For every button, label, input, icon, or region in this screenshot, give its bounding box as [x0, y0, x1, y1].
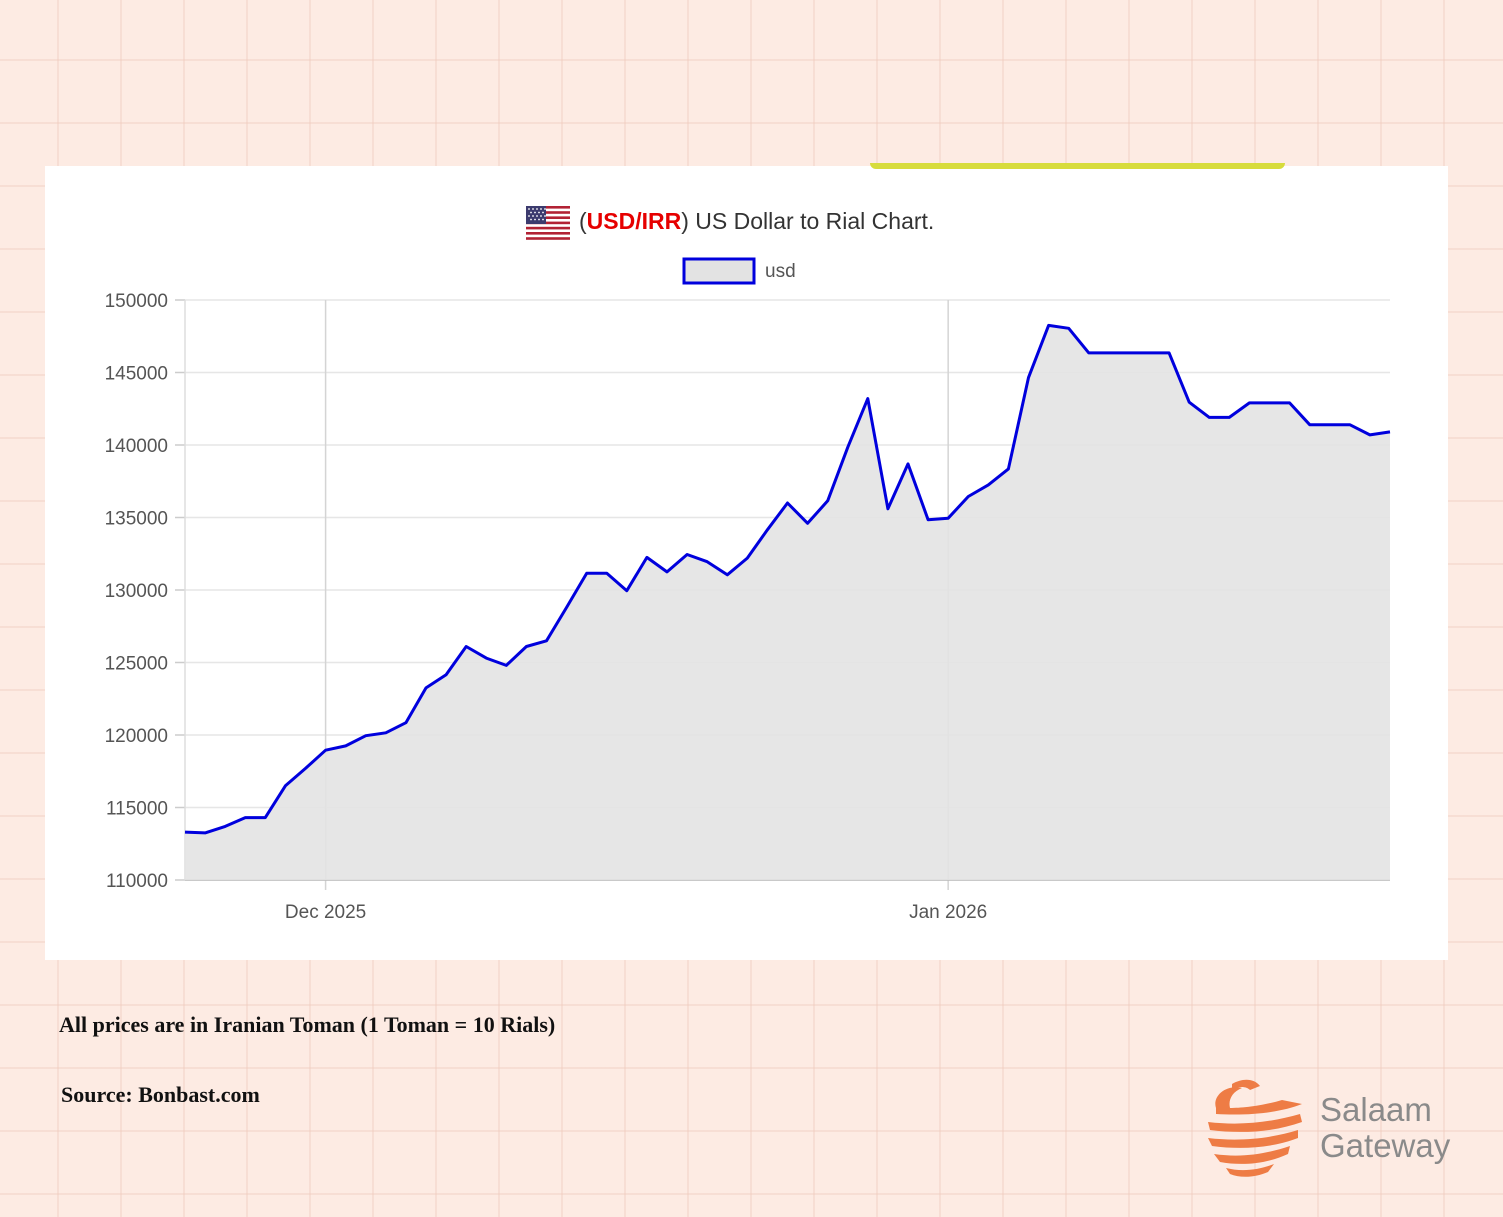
- y-tick-label: 125000: [105, 654, 168, 675]
- usd-data-point[interactable]: [584, 570, 590, 576]
- usd-data-point[interactable]: [1267, 400, 1273, 406]
- usd-data-point[interactable]: [1066, 325, 1072, 331]
- usd-data-point[interactable]: [182, 829, 188, 835]
- y-tick-label: 135000: [105, 509, 168, 530]
- source-note: Source: Bonbast.com: [61, 1082, 260, 1107]
- y-tick-label: 145000: [105, 364, 168, 385]
- usd-data-point[interactable]: [1106, 350, 1112, 356]
- usd-data-point[interactable]: [805, 520, 811, 526]
- usd-data-point[interactable]: [684, 551, 690, 557]
- usd-data-point[interactable]: [1186, 399, 1192, 405]
- usd-data-point[interactable]: [503, 662, 509, 668]
- usd-data-point[interactable]: [1126, 350, 1132, 356]
- y-tick-label: 115000: [106, 799, 168, 820]
- usd-data-point[interactable]: [624, 588, 630, 594]
- usd-data-point[interactable]: [443, 672, 449, 678]
- usd-data-point[interactable]: [262, 815, 268, 821]
- usd-data-point[interactable]: [1246, 400, 1252, 406]
- usd-data-point[interactable]: [744, 555, 750, 561]
- usd-data-point[interactable]: [945, 515, 951, 521]
- usd-data-point[interactable]: [523, 644, 529, 650]
- usd-data-point[interactable]: [383, 730, 389, 736]
- usd-data-point[interactable]: [1327, 422, 1333, 428]
- usd-data-point[interactable]: [1307, 422, 1313, 428]
- usd-data-point[interactable]: [202, 830, 208, 836]
- usd-data-point[interactable]: [724, 572, 730, 578]
- usd-data-point[interactable]: [825, 498, 831, 504]
- usd-data-point[interactable]: [1046, 322, 1052, 328]
- top-accent-bar: [870, 163, 1285, 169]
- us-flag-icon: [526, 206, 570, 240]
- usd-data-point[interactable]: [564, 604, 570, 610]
- usd-data-point[interactable]: [704, 559, 710, 565]
- brand-name-line2: Gateway: [1320, 1127, 1451, 1164]
- currency-note: All prices are in Iranian Toman (1 Toman…: [59, 1012, 556, 1037]
- usd-data-point[interactable]: [343, 743, 349, 749]
- usd-data-point[interactable]: [1166, 350, 1172, 356]
- plot-area: [182, 322, 1393, 880]
- usd-data-point[interactable]: [664, 569, 670, 575]
- usd-data-point[interactable]: [222, 823, 228, 829]
- usd-data-point[interactable]: [403, 720, 409, 726]
- x-tick-label: Dec 2025: [285, 902, 366, 923]
- usd-data-point[interactable]: [1387, 429, 1393, 435]
- y-tick-label: 110000: [106, 871, 168, 892]
- brand-name: Salaam Gateway: [1320, 1092, 1450, 1164]
- usd-data-point[interactable]: [925, 517, 931, 523]
- y-tick-label: 120000: [105, 726, 168, 747]
- title-text: ) US Dollar to Rial Chart.: [681, 208, 934, 234]
- legend-label: usd: [765, 261, 796, 282]
- usd-data-point[interactable]: [323, 747, 329, 753]
- y-tick-label: 150000: [105, 291, 168, 312]
- usd-data-point[interactable]: [282, 783, 288, 789]
- usd-data-point[interactable]: [1086, 350, 1092, 356]
- title-prefix: (: [579, 208, 587, 234]
- usd-data-point[interactable]: [764, 527, 770, 533]
- usd-data-point[interactable]: [544, 638, 550, 644]
- usd-data-point[interactable]: [865, 396, 871, 402]
- usd-data-point[interactable]: [1367, 432, 1373, 438]
- brand-name-line1: Salaam: [1320, 1091, 1432, 1128]
- usd-data-point[interactable]: [905, 461, 911, 467]
- brand-logo: Salaam Gateway: [1202, 1078, 1462, 1178]
- usd-data-point[interactable]: [885, 506, 891, 512]
- usd-data-point[interactable]: [483, 655, 489, 661]
- y-tick-label: 140000: [105, 436, 168, 457]
- usd-data-point[interactable]: [1146, 350, 1152, 356]
- legend[interactable]: usd: [682, 257, 796, 285]
- usd-data-point[interactable]: [1206, 414, 1212, 420]
- usd-data-point[interactable]: [423, 685, 429, 691]
- usd-data-point[interactable]: [1026, 375, 1032, 381]
- usd-data-point[interactable]: [985, 482, 991, 488]
- legend-swatch: [682, 257, 756, 285]
- usd-data-point[interactable]: [845, 444, 851, 450]
- usd-data-point[interactable]: [644, 554, 650, 560]
- axes: 110000 115000 120000 125000 130000 135000 1400…: [105, 291, 988, 923]
- x-tick-label: Jan 2026: [909, 902, 987, 923]
- y-tick-label: 130000: [105, 581, 168, 602]
- usd-data-point[interactable]: [965, 493, 971, 499]
- chart-title: (USD/IRR) US Dollar to Rial Chart.: [579, 208, 934, 234]
- usd-data-point[interactable]: [1287, 400, 1293, 406]
- usd-data-point[interactable]: [1226, 414, 1232, 420]
- usd-data-point[interactable]: [785, 500, 791, 506]
- usd-data-point[interactable]: [242, 815, 248, 821]
- usd-data-point[interactable]: [1005, 466, 1011, 472]
- usd-data-point[interactable]: [363, 733, 369, 739]
- usd-data-point[interactable]: [604, 570, 610, 576]
- usd-data-point[interactable]: [463, 644, 469, 650]
- usd-data-point[interactable]: [303, 765, 309, 771]
- usd-area-fill: [185, 325, 1390, 880]
- title-currency-code: USD/IRR: [587, 208, 682, 234]
- salaam-gateway-logo-icon: [1208, 1079, 1302, 1177]
- usd-data-point[interactable]: [1347, 422, 1353, 428]
- usd-series-line: [184, 323, 1391, 835]
